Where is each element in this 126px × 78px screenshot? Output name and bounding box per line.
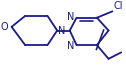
Text: O: O [1,22,9,32]
Text: N: N [67,12,75,22]
Text: N: N [67,41,75,51]
Text: N: N [58,26,65,35]
Text: Cl: Cl [113,1,123,11]
